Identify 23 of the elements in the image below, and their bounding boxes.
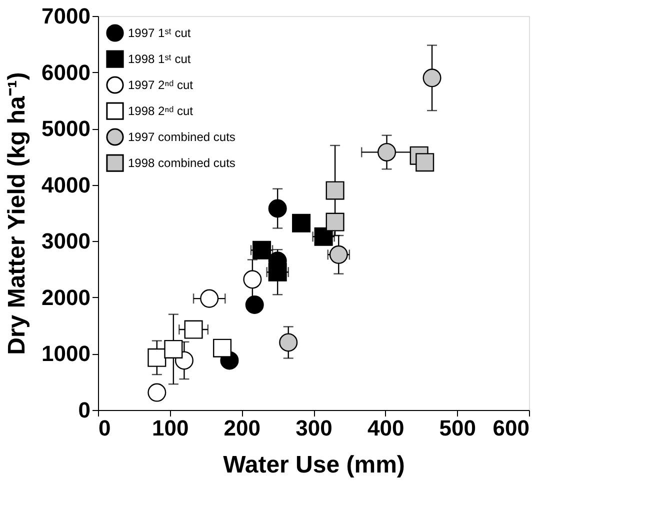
x-tick-label: 300 [296,416,332,440]
legend-label: 1997 1ˢᵗ cut [128,26,192,40]
y-tick-label: 4000 [42,172,90,198]
legend-label: 1997 2ⁿᵈ cut [128,78,194,92]
x-tick-label: 200 [224,416,261,440]
x-axis-title: Water Use (mm) [223,452,405,478]
x-tick-label: 400 [367,416,404,440]
x-tick-label: 600 [492,416,530,440]
legend-label: 1998 combined cuts [128,156,236,170]
y-tick-label: 7000 [42,4,90,28]
y-tick-label: 6000 [42,60,90,85]
y-tick-label: 0 [78,398,90,422]
legend-label: 1998 1ˢᵗ cut [128,52,192,66]
x-tick-label: 100 [152,416,189,440]
legend-label: 1998 2ⁿᵈ cut [128,104,194,118]
legend-label: 1997 combined cuts [128,130,236,144]
y-tick-label: 2000 [42,284,90,310]
x-tick-label: 0 [98,416,111,440]
y-axis-title: Dry Matter Yield (kg ha⁻¹) [4,72,31,355]
y-tick-label: 1000 [42,341,90,366]
y-tick-label: 3000 [42,228,90,254]
x-tick-label: 500 [439,416,476,440]
y-tick-label: 5000 [42,116,90,142]
